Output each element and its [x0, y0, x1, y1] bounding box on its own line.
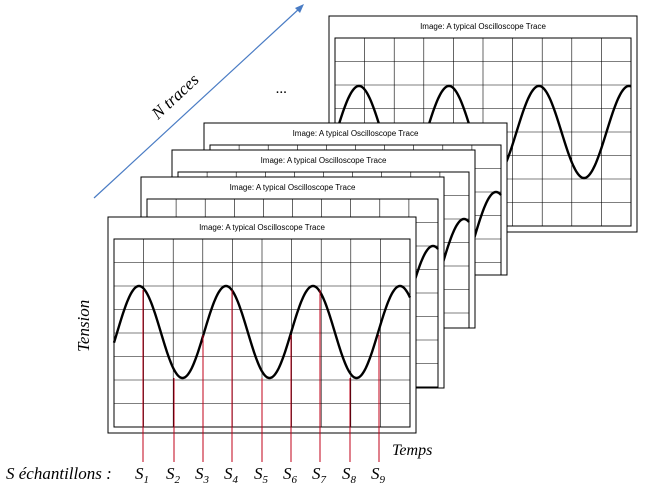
sample-label-5: S5 — [254, 464, 269, 486]
sample-letter: S — [135, 464, 144, 483]
sine-trace — [112, 284, 412, 380]
frame-title: Image: A typical Oscilloscope Trace — [199, 223, 325, 232]
sample-label-8: S8 — [342, 464, 357, 486]
temps-label: Temps — [392, 442, 432, 459]
sample-label-3: S3 — [195, 464, 210, 486]
sample-index: 4 — [233, 474, 239, 486]
sample-letter: S — [166, 464, 175, 483]
sample-index: 7 — [321, 474, 327, 486]
frame-title: Image: A typical Oscilloscope Trace — [420, 22, 546, 31]
sample-letter: S — [195, 464, 204, 483]
sample-label-4: S4 — [224, 464, 239, 486]
sample-labels: S1 S2 S3 S4 S5 S6 S7 S8 S9 — [135, 464, 386, 486]
sample-label-2: S2 — [166, 464, 181, 486]
sample-letter: S — [342, 464, 351, 483]
ellipsis-label: ... — [276, 81, 287, 97]
sample-index: 3 — [203, 474, 210, 486]
sample-letter: S — [224, 464, 233, 483]
frame-title: Image: A typical Oscilloscope Trace — [230, 183, 356, 192]
trace-frame-front: Image: A typical Oscilloscope Trace — [107, 216, 417, 434]
sample-label-7: S7 — [312, 464, 327, 486]
sample-label-9: S9 — [371, 464, 386, 486]
sample-lines — [142, 290, 380, 462]
n-traces-arrow — [93, 4, 304, 199]
sample-index: 6 — [292, 474, 298, 486]
sample-label-6: S6 — [283, 464, 298, 486]
frame-title: Image: A typical Oscilloscope Trace — [261, 156, 387, 165]
arrow-line — [93, 7, 301, 199]
sample-label-1: S1 — [135, 464, 149, 486]
sample-index: 2 — [175, 474, 181, 486]
tension-label: Tension — [74, 300, 93, 352]
sample-index: 8 — [351, 474, 357, 486]
n-traces-label: N traces — [147, 70, 203, 124]
sample-letter: S — [254, 464, 263, 483]
sample-index: 9 — [380, 474, 386, 486]
sample-index: 1 — [144, 474, 150, 486]
frame-title: Image: A typical Oscilloscope Trace — [293, 129, 419, 138]
sample-letter: S — [371, 464, 380, 483]
trace-frames: Image: A typical Oscilloscope Trace Image… — [107, 15, 638, 434]
sample-index: 5 — [263, 474, 269, 486]
samples-prefix-label: S échantillons : — [6, 464, 112, 483]
arrow-head — [295, 4, 304, 13]
sample-letter: S — [283, 464, 292, 483]
sample-letter: S — [312, 464, 321, 483]
